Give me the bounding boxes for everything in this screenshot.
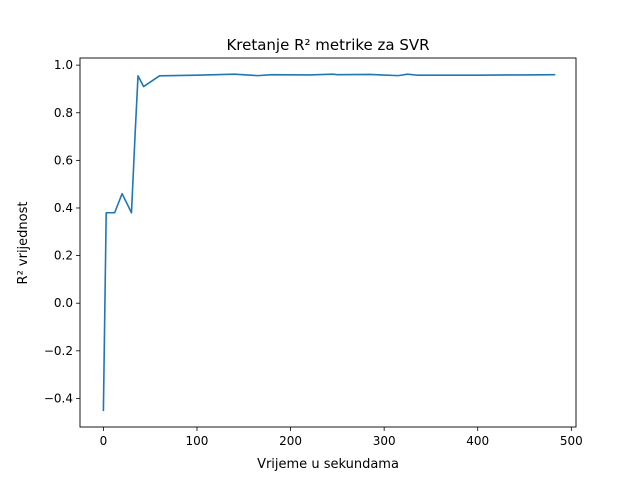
y-axis-label: R² vrijednost bbox=[16, 202, 31, 285]
x-tick-label: 0 bbox=[100, 434, 108, 448]
y-tick-label: 0.2 bbox=[54, 249, 73, 263]
x-tick-label: 200 bbox=[279, 434, 302, 448]
y-tick-label: 0.6 bbox=[54, 153, 73, 167]
y-tick-label: 0.8 bbox=[54, 106, 73, 120]
chart-title: Kretanje R² metrike za SVR bbox=[226, 36, 429, 54]
plot-area-frame bbox=[79, 57, 577, 428]
series-line bbox=[102, 73, 556, 412]
y-tick-label: −0.2 bbox=[44, 344, 73, 358]
x-tick-label: 300 bbox=[373, 434, 396, 448]
y-tick-label: 0.4 bbox=[54, 201, 73, 215]
x-axis-label: Vrijeme u sekundama bbox=[257, 457, 399, 472]
x-tick-label: 500 bbox=[560, 434, 583, 448]
y-tick-label: −0.4 bbox=[44, 391, 73, 405]
y-tick-label: 0.0 bbox=[54, 296, 73, 310]
x-tick-label: 400 bbox=[466, 434, 489, 448]
y-tick-label: 1.0 bbox=[54, 58, 73, 72]
x-tick-label: 100 bbox=[186, 434, 209, 448]
